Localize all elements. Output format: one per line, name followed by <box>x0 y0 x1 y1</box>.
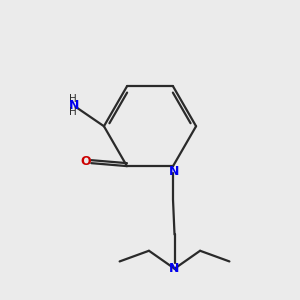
Text: H: H <box>69 107 76 117</box>
Text: H: H <box>69 94 76 104</box>
Text: N: N <box>169 165 180 178</box>
Text: O: O <box>81 155 91 168</box>
Text: N: N <box>169 262 180 275</box>
Text: N: N <box>69 99 80 112</box>
